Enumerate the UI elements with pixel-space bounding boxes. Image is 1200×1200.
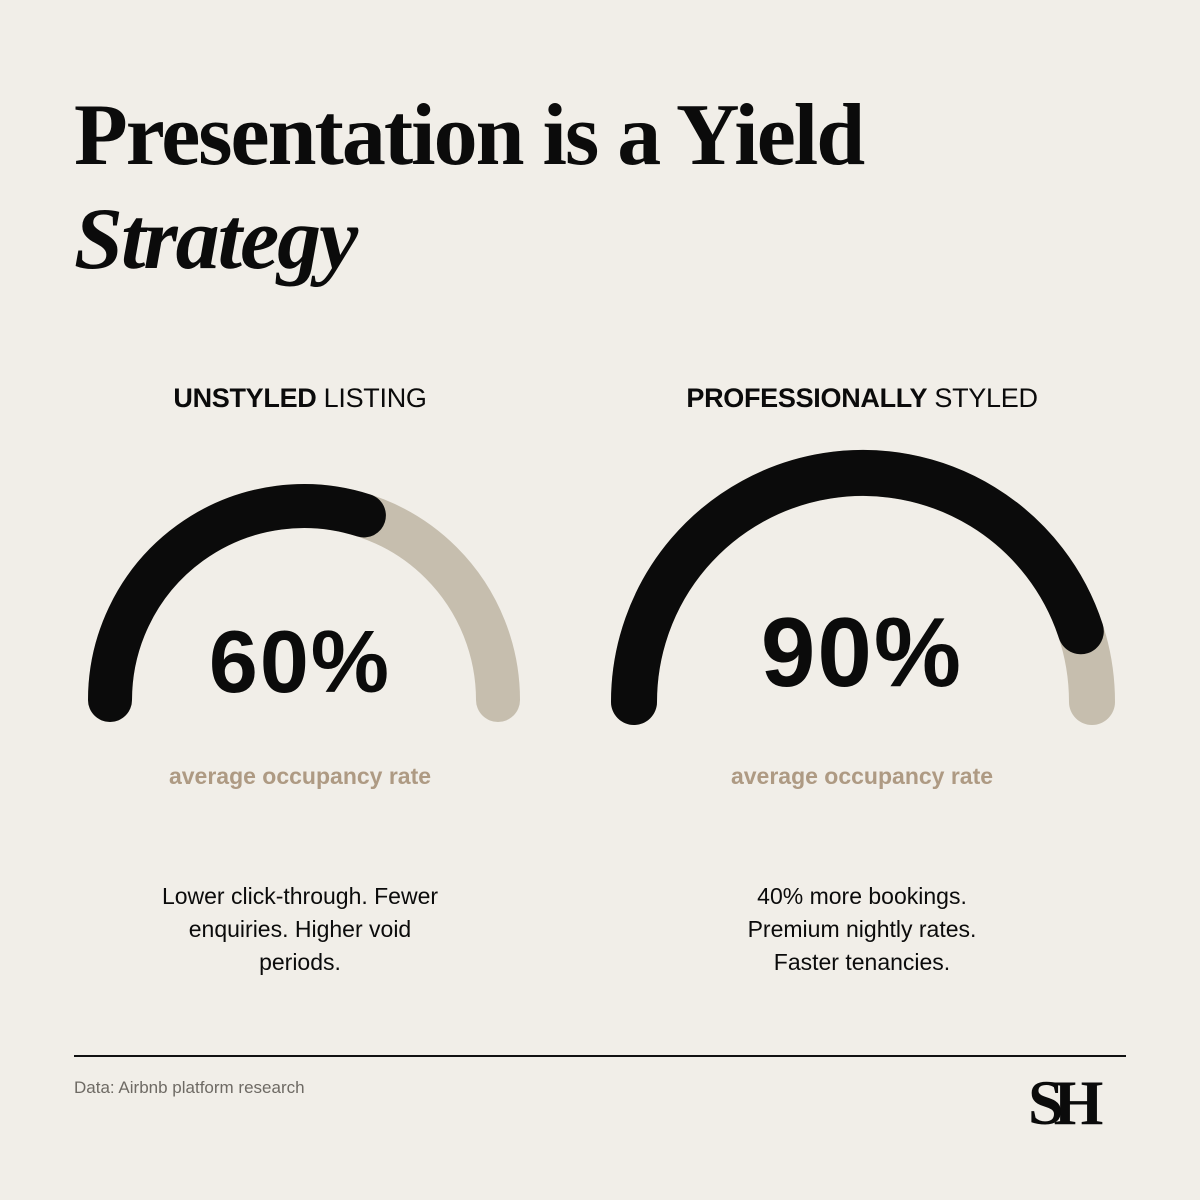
occupancy-gauge <box>611 449 1115 725</box>
footer-divider <box>74 1055 1126 1057</box>
gauge-value-label: 60% <box>208 612 392 711</box>
panel-heading: PROFESSIONALLY STYLED <box>582 378 1142 418</box>
title-line-1: Presentation is a Yield <box>74 87 865 184</box>
panel-heading-bold: UNSTYLED <box>173 383 317 413</box>
metric-label: average occupancy rate <box>168 763 432 789</box>
gauge-fill <box>88 484 386 722</box>
title-line-2: Strategy <box>74 191 358 288</box>
occupancy-gauge <box>88 484 520 722</box>
data-source-note: Data: Airbnb platform research <box>74 1078 305 1097</box>
metric-label: average occupancy rate <box>730 763 994 789</box>
panel-description: Lower click-through. Fewer enquiries. Hi… <box>161 883 439 975</box>
professionally-styled-panel: PROFESSIONALLY STYLED 90% average occupa… <box>582 378 1142 998</box>
gauge-fill <box>611 449 1104 725</box>
brand-logo: SH <box>1028 1067 1103 1138</box>
panel-heading-regular: LISTING <box>316 383 427 413</box>
panel-heading-bold: PROFESSIONALLY <box>686 383 928 413</box>
panel-heading-regular: STYLED <box>927 383 1038 413</box>
panel-heading: UNSTYLED LISTING <box>20 378 580 418</box>
page-title: Presentation is a Yield Strategy <box>74 84 865 292</box>
gauge-value-label: 90% <box>760 597 964 707</box>
unstyled-listing-panel: UNSTYLED LISTING 60% average occupancy r… <box>20 378 580 998</box>
panel-description: 40% more bookings. Premium nightly rates… <box>747 883 977 975</box>
